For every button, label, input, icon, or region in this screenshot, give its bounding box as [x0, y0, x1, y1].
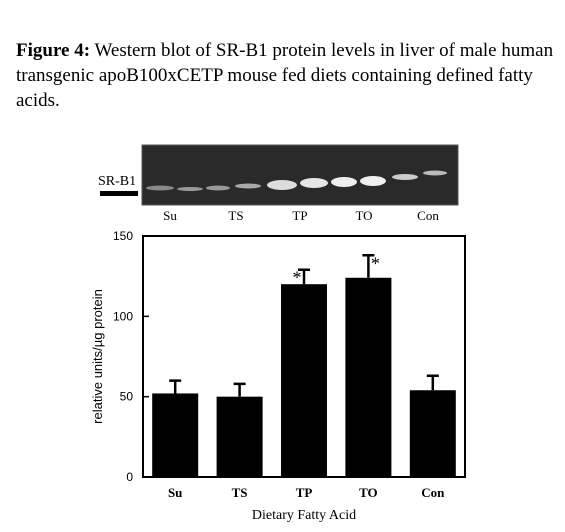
x-tick-label: TP: [296, 485, 313, 500]
figure-label: Figure 4:: [16, 40, 91, 61]
bar: [409, 390, 456, 477]
y-tick-label: 100: [113, 309, 133, 323]
lane-label: TS: [228, 208, 243, 223]
blot-marker: SR-B1: [98, 174, 136, 189]
bar: [281, 284, 327, 477]
x-tick-label: TO: [359, 485, 378, 500]
lane-label: Con: [417, 208, 439, 223]
x-tick-label: TS: [232, 485, 248, 500]
x-tick-label: Su: [168, 485, 182, 500]
error-bar: [426, 374, 439, 391]
lane-label: Su: [163, 208, 177, 223]
bar: [216, 396, 263, 477]
error-bar: [362, 254, 375, 278]
caption-text: Western blot of SR-B1 protein levels in …: [16, 40, 554, 111]
error-bar: [298, 268, 310, 285]
y-axis-label: relative units/µg protein: [90, 289, 105, 424]
error-bar: [169, 379, 182, 394]
blot-image: [100, 144, 459, 206]
bar: [345, 277, 392, 477]
lane-label: TO: [355, 208, 372, 223]
y-tick-label: 0: [126, 470, 133, 484]
significance-mark: *: [293, 268, 302, 288]
bar: [152, 393, 199, 477]
y-tick-label: 150: [113, 229, 133, 243]
significance-mark: *: [371, 253, 380, 273]
lane-label: TP: [292, 208, 307, 223]
y-tick-label: 50: [120, 390, 134, 404]
error-bar: [233, 382, 246, 397]
x-axis-label: Dietary Fatty Acid: [252, 508, 356, 523]
x-tick-label: Con: [421, 485, 445, 500]
caption: Figure 4: Western blot of SR-B1 protein …: [16, 38, 556, 113]
